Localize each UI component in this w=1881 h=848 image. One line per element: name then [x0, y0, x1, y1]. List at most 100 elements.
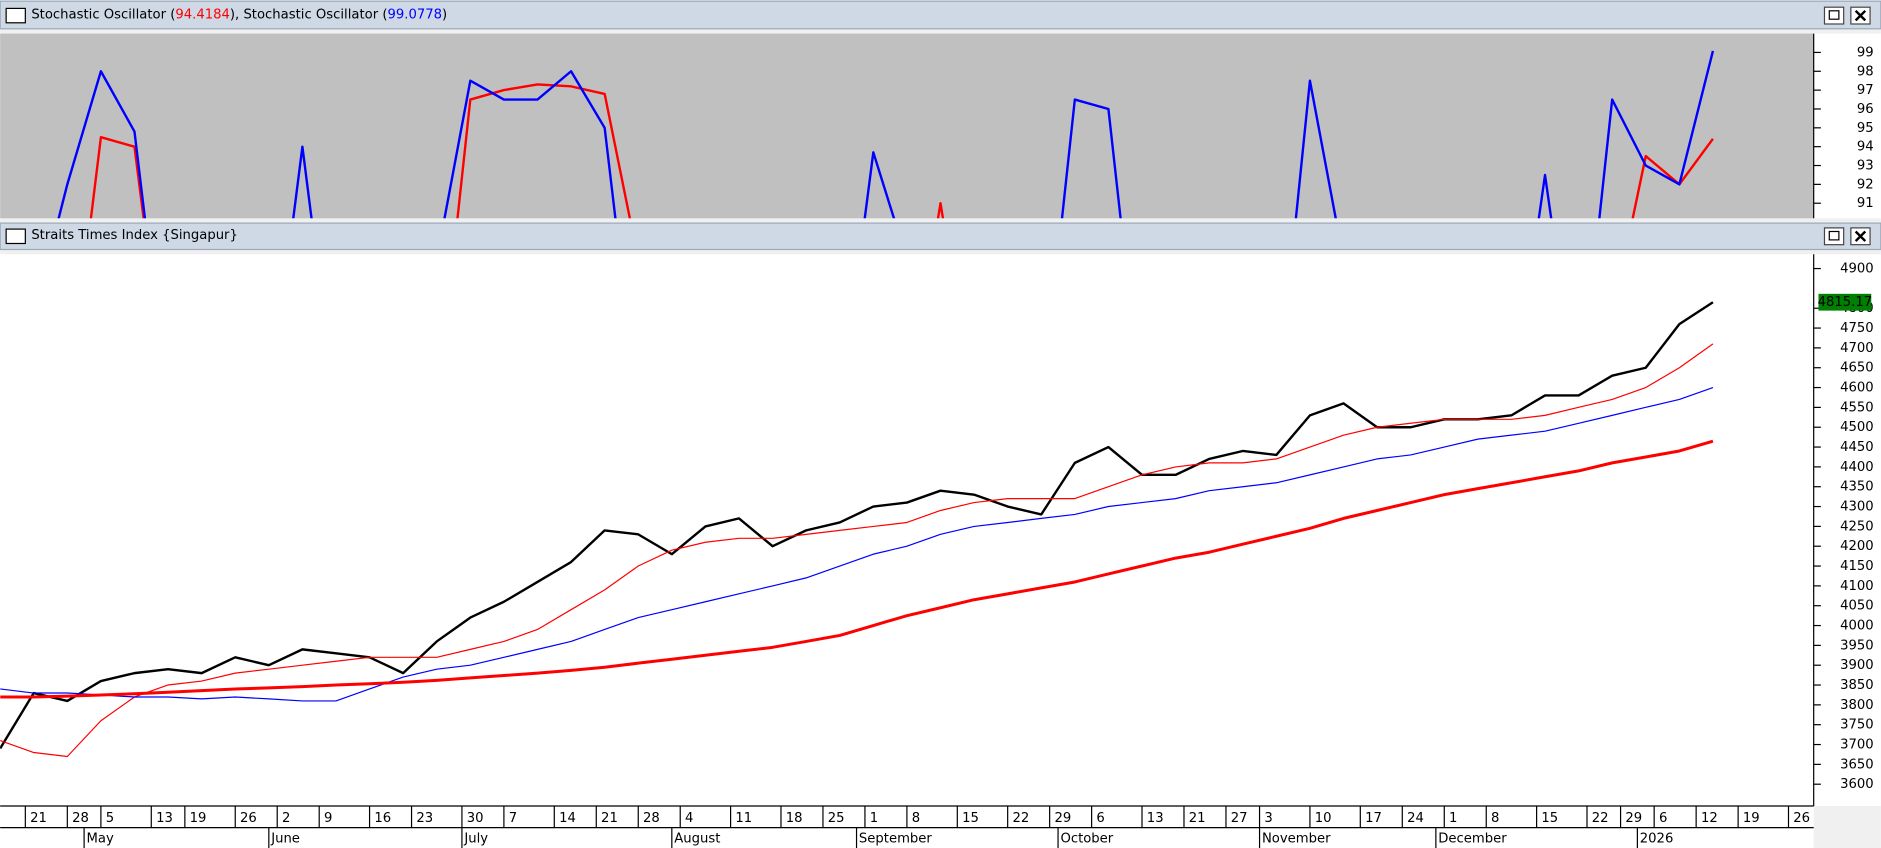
- y-tick-label: 4900: [1840, 262, 1874, 277]
- y-tick-label: 3900: [1840, 658, 1874, 673]
- y-tick-label: 92: [1857, 177, 1874, 192]
- y-tick-label: 3700: [1840, 738, 1874, 753]
- y-tick-label: 98: [1857, 64, 1874, 79]
- y-axis-area: [1813, 33, 1881, 219]
- month-label: June: [270, 831, 300, 846]
- x-tick-label: 2: [282, 811, 290, 826]
- y-tick-label: 4050: [1840, 599, 1874, 614]
- month-label: October: [1060, 831, 1113, 846]
- last-value-label: 4815.17: [1818, 295, 1873, 310]
- y-tick-label: 94: [1857, 140, 1874, 155]
- x-tick-label: 29: [1054, 811, 1071, 826]
- legend-text: 94.4184: [175, 7, 230, 22]
- panel-title: Stochastic Oscillator (94.4184), Stochas…: [31, 7, 447, 22]
- title-bar: [0, 222, 1881, 251]
- month-label: 2026: [1640, 831, 1674, 846]
- y-tick-label: 4500: [1840, 420, 1874, 435]
- month-label: September: [859, 831, 932, 846]
- x-tick-label: 13: [1147, 811, 1164, 826]
- y-tick-label: 3800: [1840, 698, 1874, 713]
- y-tick-label: 96: [1857, 102, 1874, 117]
- y-tick-label: 4150: [1840, 559, 1874, 574]
- month-label: August: [674, 831, 720, 846]
- y-tick-label: 4700: [1840, 341, 1874, 356]
- x-tick-label: 30: [467, 811, 484, 826]
- series-line: [0, 386, 1714, 702]
- series-group: [0, 301, 1714, 758]
- x-tick-label: 15: [962, 811, 979, 826]
- x-tick-label: 6: [1096, 811, 1104, 826]
- x-tick-label: 21: [601, 811, 618, 826]
- x-tick-label: 22: [1012, 811, 1029, 826]
- y-tick-label: 3950: [1840, 638, 1874, 653]
- x-tick-label: 6: [1659, 811, 1667, 826]
- maximize-icon: [1828, 230, 1840, 241]
- maximize-button[interactable]: [1823, 227, 1845, 246]
- y-tick-label: 3750: [1840, 718, 1874, 733]
- x-tick-label: 22: [1592, 811, 1609, 826]
- y-tick-label: 3650: [1840, 757, 1874, 772]
- y-tick-label: 4550: [1840, 400, 1874, 415]
- x-tick-label: 10: [1315, 811, 1332, 826]
- y-tick-label: 95: [1857, 121, 1874, 136]
- x-tick-label: 14: [559, 811, 576, 826]
- x-tick-label: 27: [1231, 811, 1248, 826]
- x-tick-label: 8: [1491, 811, 1499, 826]
- y-axis-area: [1813, 254, 1881, 807]
- x-tick-label: 9: [324, 811, 332, 826]
- close-icon: [1854, 230, 1867, 242]
- x-tick-label: 12: [1701, 811, 1718, 826]
- plot-area: [0, 254, 1814, 807]
- x-tick-label: 19: [1743, 811, 1760, 826]
- y-tick-label: 91: [1857, 196, 1874, 211]
- legend-text: Stochastic Oscillator: [31, 7, 166, 22]
- y-tick-label: 4100: [1840, 579, 1874, 594]
- legend-text: Stochastic Oscillator: [243, 7, 378, 22]
- x-tick-label: 5: [106, 811, 114, 826]
- window-icon: [5, 7, 26, 24]
- x-tick-label: 11: [735, 811, 752, 826]
- maximize-icon: [1828, 10, 1840, 20]
- x-tick-label: 8: [912, 811, 920, 826]
- x-tick-label: 3: [1264, 811, 1272, 826]
- title-bar: [0, 0, 1881, 30]
- window-icon: [5, 228, 26, 245]
- y-tick-label: 4750: [1840, 321, 1874, 336]
- x-tick-label: 21: [30, 811, 47, 826]
- y-tick-label: 4000: [1840, 619, 1874, 634]
- maximize-button[interactable]: [1823, 6, 1845, 25]
- x-tick-label: 19: [190, 811, 207, 826]
- x-tick-label: 24: [1407, 811, 1424, 826]
- month-label: July: [463, 831, 488, 846]
- month-label: December: [1438, 831, 1507, 846]
- x-tick-label: 21: [1189, 811, 1206, 826]
- x-tick-label: 17: [1365, 811, 1382, 826]
- y-tick-label: 4650: [1840, 361, 1874, 376]
- series-line: [0, 439, 1714, 699]
- y-tick-label: 4400: [1840, 460, 1874, 475]
- x-tick-label: 26: [240, 811, 257, 826]
- x-tick-label: 23: [416, 811, 433, 826]
- x-tick-label: 1: [870, 811, 878, 826]
- close-icon: [1854, 9, 1867, 22]
- y-tick-label: 93: [1857, 159, 1874, 174]
- x-tick-label: 26: [1793, 811, 1810, 826]
- x-tick-label: 28: [72, 811, 89, 826]
- y-tick-label: 4200: [1840, 539, 1874, 554]
- last-value-box: [1818, 293, 1872, 311]
- x-tick-label: 16: [374, 811, 391, 826]
- y-tick-label: 4250: [1840, 519, 1874, 534]
- series-line: [0, 343, 1714, 758]
- y-tick-label: 3850: [1840, 678, 1874, 693]
- x-tick-label: 1: [1449, 811, 1457, 826]
- x-tick-label: 7: [509, 811, 517, 826]
- y-tick-label: 4350: [1840, 480, 1874, 495]
- y-tick-label: 4450: [1840, 440, 1874, 455]
- y-tick-label: 3600: [1840, 777, 1874, 792]
- x-tick-label: 28: [643, 811, 660, 826]
- y-tick-label: 4600: [1840, 381, 1874, 396]
- x-tick-label: 25: [828, 811, 845, 826]
- month-label: May: [87, 831, 114, 846]
- panel-title: Straits Times Index {Singapur}: [31, 228, 238, 243]
